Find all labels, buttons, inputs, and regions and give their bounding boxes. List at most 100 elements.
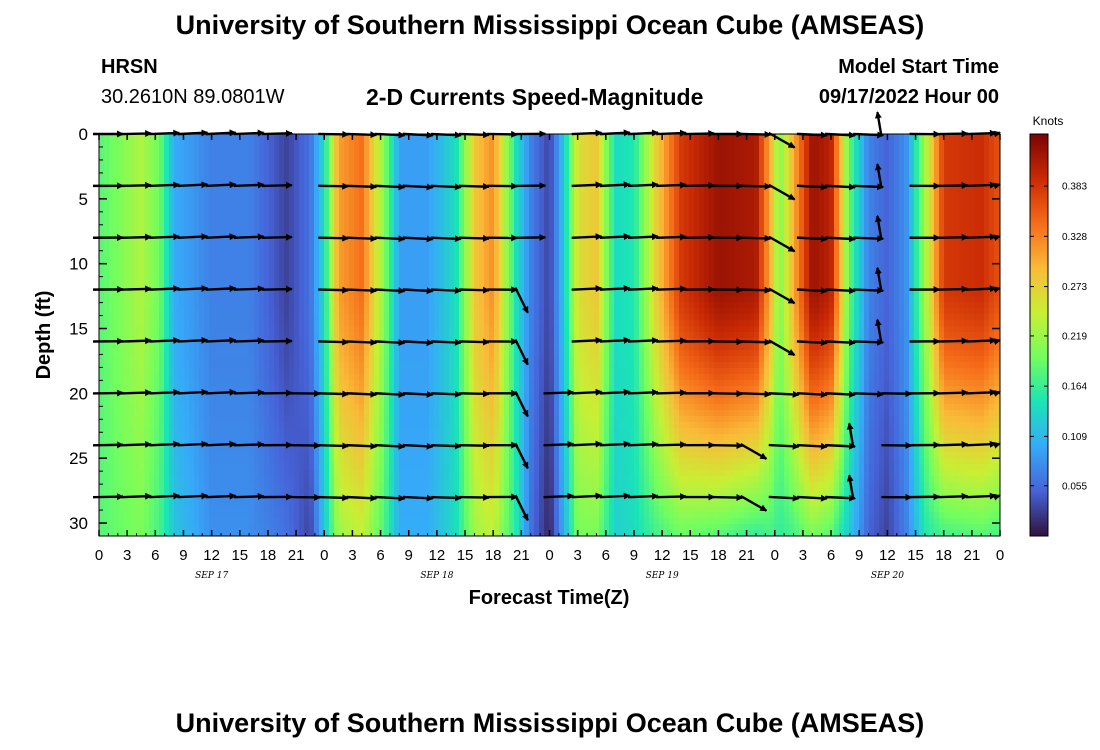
heatmap-cell [414,254,420,261]
heatmap-cell [464,374,470,381]
heatmap-cell [264,176,270,183]
heatmap-cell [259,320,265,327]
heatmap-cell [104,512,110,519]
heatmap-cell [324,218,330,225]
heatmap-cell [469,188,475,195]
heatmap-cell [429,206,435,213]
heatmap-cell [169,446,175,453]
heatmap-cell [354,386,360,393]
heatmap-cell [124,200,130,207]
heatmap-cell [289,218,295,225]
heatmap-cell [304,278,310,285]
heatmap-cell [179,236,185,243]
heatmap-cell [209,308,215,315]
heatmap-cell [294,476,300,483]
heatmap-cell [244,224,250,231]
heatmap-cell [314,410,320,417]
heatmap-cell [124,362,130,369]
heatmap-cell [154,134,160,141]
heatmap-cell [419,398,425,405]
heatmap-cell [179,152,185,159]
heatmap-cell [304,332,310,339]
heatmap-cell [309,500,315,507]
heatmap-cell [349,470,355,477]
heatmap-cell [344,212,350,219]
heatmap-cell [339,200,345,207]
heatmap-cell [254,428,260,435]
heatmap-cell [189,512,195,519]
heatmap-cell [369,434,375,441]
heatmap-cell [174,404,180,411]
heatmap-cell [444,524,450,531]
heatmap-cell [294,218,300,225]
heatmap-cell [409,296,415,303]
heatmap-cell [409,326,415,333]
heatmap-cell [244,146,250,153]
heatmap-cell [364,380,370,387]
heatmap-cell [459,380,465,387]
heatmap-cell [204,242,210,249]
heatmap-cell [209,362,215,369]
heatmap-cell [454,212,460,219]
heatmap-cell [114,224,120,231]
heatmap-cell [359,308,365,315]
heatmap-cell [149,512,155,519]
heatmap-cell [129,326,135,333]
heatmap-cell [114,524,120,531]
heatmap-cell [184,266,190,273]
heatmap-cell [459,368,465,375]
heatmap-cell [334,152,340,159]
heatmap-cell [124,380,130,387]
heatmap-cell [314,524,320,531]
heatmap-cell [424,524,430,531]
heatmap-cell [389,362,395,369]
heatmap-cell [264,428,270,435]
heatmap-cell [404,458,410,465]
heatmap-cell [209,146,215,153]
heatmap-cell [394,530,400,537]
heatmap-cell [409,434,415,441]
heatmap-cell [219,434,225,441]
heatmap-cell [299,218,305,225]
heatmap-cell [259,434,265,441]
heatmap-cell [454,308,460,315]
heatmap-cell [209,248,215,255]
heatmap-cell [389,134,395,141]
heatmap-cell [214,356,220,363]
heatmap-cell [439,284,445,291]
heatmap-cell [414,206,420,213]
heatmap-cell [339,530,345,537]
heatmap-cell [269,224,275,231]
heatmap-cell [179,194,185,201]
heatmap-cell [139,140,145,147]
heatmap-cell [199,278,205,285]
heatmap-cell [409,518,415,525]
heatmap-cell [199,464,205,471]
heatmap-cell [99,422,105,429]
heatmap-cell [444,170,450,177]
heatmap-cell [259,518,265,525]
heatmap-cell [244,158,250,165]
heatmap-cell [194,398,200,405]
heatmap-cell [269,476,275,483]
heatmap-cell [274,362,280,369]
heatmap-cell [179,332,185,339]
heatmap-cell [124,398,130,405]
heatmap-cell [179,380,185,387]
heatmap-cell [234,242,240,249]
heatmap-cell [429,188,435,195]
heatmap-cell [119,272,125,279]
heatmap-cell [259,152,265,159]
heatmap-cell [364,470,370,477]
heatmap-cell [124,188,130,195]
heatmap-cell [304,188,310,195]
heatmap-cell [139,266,145,273]
heatmap-cell [434,284,440,291]
heatmap-cell [359,206,365,213]
heatmap-cell [269,470,275,477]
heatmap-cell [274,428,280,435]
heatmap-cell [184,506,190,513]
heatmap-cell [129,284,135,291]
heatmap-cell [124,218,130,225]
heatmap-cell [194,200,200,207]
